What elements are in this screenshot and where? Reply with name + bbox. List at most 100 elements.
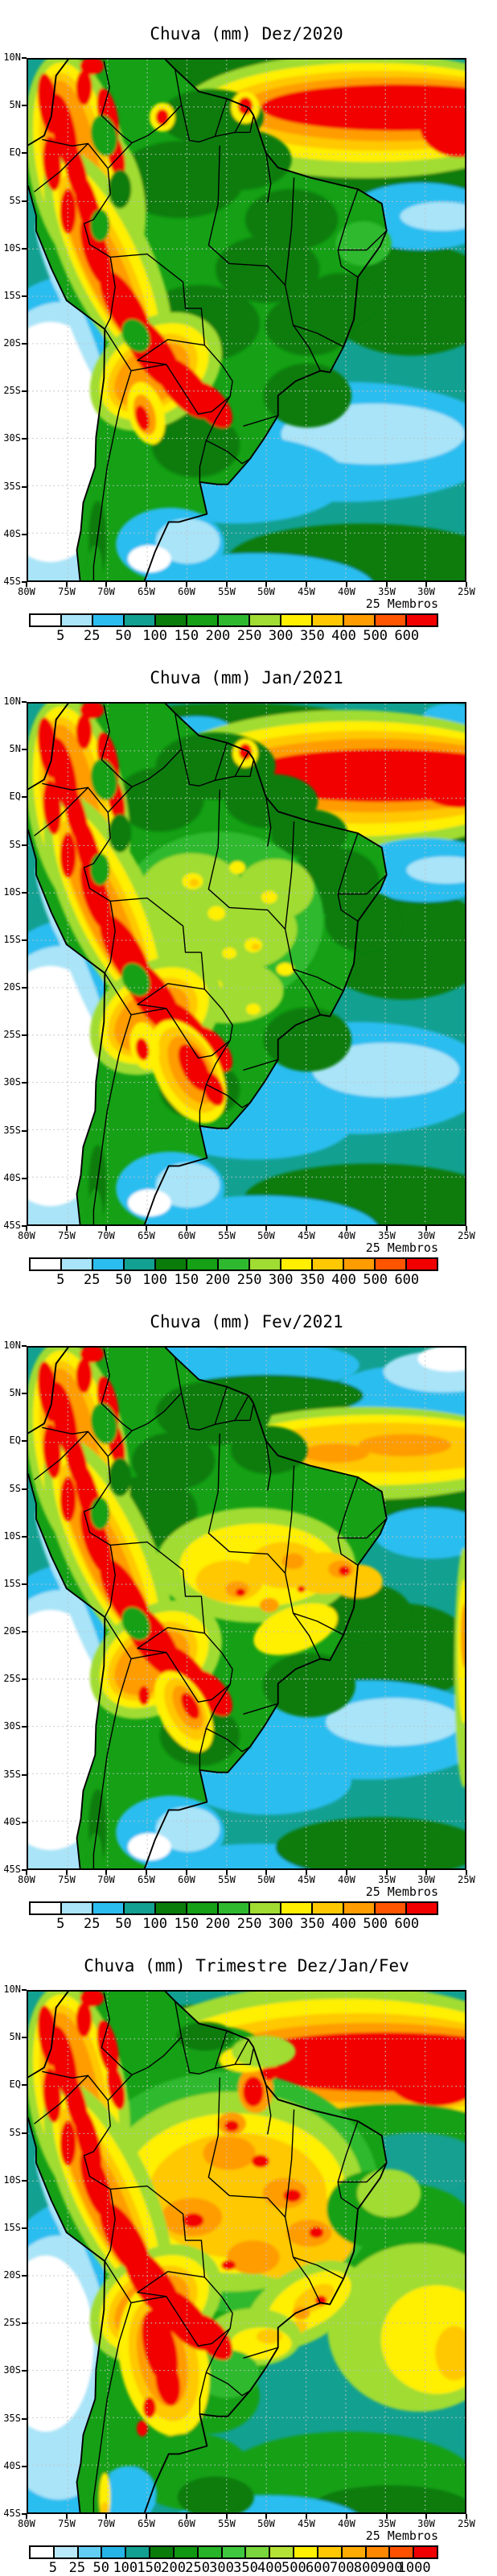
lon-label: 80W [18,1874,35,1885]
lon-tick [226,2514,228,2519]
colorbar-segment [217,1901,250,1915]
lon-label: 80W [18,586,35,597]
colorbar-tick-label: 350 [233,2560,258,2576]
land-field [28,60,392,580]
colorbar-tick-label: 50 [115,628,132,644]
colorbar-segment [60,1901,93,1915]
lat-label: 45S [3,1864,21,1875]
lon-label: 55W [218,1230,236,1241]
lat-tick [22,295,27,297]
lon-tick [26,582,27,587]
lon-label: 65W [138,2518,155,2529]
lat-tick [22,2227,27,2229]
colorbar-segment [413,2545,439,2559]
lon-label: 40W [338,1230,355,1241]
colorbar-tick-label: 5 [56,1916,65,1932]
lon-tick [265,2514,267,2519]
lon-tick [186,1870,187,1875]
colorbar-segment [249,1901,281,1915]
lon-tick [265,1870,267,1875]
lon-label: 65W [138,1874,155,1885]
colorbar-tick-label: 600 [394,628,420,644]
land-field [28,704,402,1224]
lat-tick [22,2466,27,2467]
colorbar-segment [172,2545,199,2559]
lat-tick [22,343,27,345]
members-label: 25 Membros [365,2529,438,2543]
precip-field-svg [28,1348,465,1868]
colorbar-segment [101,2545,127,2559]
lat-tick [22,534,27,535]
colorbar-tick-label: 500 [363,628,388,644]
colorbar-tick-label: 150 [174,1272,199,1288]
map-jan-2021 [27,702,466,1226]
lat-tick [22,2275,27,2277]
lat-label: 15S [3,2222,21,2233]
lat-label: 35S [3,1125,21,1136]
colorbar-segment [186,613,219,627]
colorbar-segment [52,2545,79,2559]
colorbar-segment [388,2545,415,2559]
colorbar-segment [154,1257,187,1271]
colorbar-segment [220,2545,247,2559]
colorbar-tick-label: 500 [363,1916,388,1932]
colorbar [29,1901,438,1915]
colorbar-segment [29,2545,55,2559]
colorbar-segment [60,613,93,627]
colorbar-tick-label: 350 [300,1916,325,1932]
lon-label: 30W [417,586,435,597]
colorbar-segment [123,1901,156,1915]
lon-label: 40W [338,2518,355,2529]
lon-tick [26,1870,27,1875]
colorbar-tick-label: 150 [174,1916,199,1932]
lat-label: 10S [3,242,21,254]
colorbar-tick-label: 25 [68,2560,86,2576]
precip-field-svg [28,704,465,1224]
lon-label: 30W [417,1230,435,1241]
lon-label: 25W [458,2518,475,2529]
lon-label: 70W [97,2518,115,2529]
lat-tick [22,987,27,989]
lat-tick [22,2370,27,2372]
lon-tick [346,582,347,587]
lat-label: EQ [9,791,21,802]
lon-tick [466,1870,467,1875]
colorbar-tick-label: 150 [174,628,199,644]
panel-jan-2021: Chuva (mm) Jan/2021 10N 5N EQ 5S 10S 15S 20S 25… [0,644,497,1288]
colorbar-tick-label: 25 [84,628,101,644]
lon-label: 75W [58,586,76,597]
lat-tick [22,2084,27,2086]
lat-label: 30S [3,432,21,444]
lat-tick [22,1082,27,1084]
lon-label: 55W [218,1874,236,1885]
colorbar [29,2545,439,2559]
lon-label: 50W [257,1874,275,1885]
lon-label: 30W [417,1874,435,1885]
colorbar-segment [343,1901,376,1915]
lon-tick [386,1870,388,1875]
colorbar-segment [92,1901,125,1915]
lon-tick [26,2514,27,2519]
lat-label: 45S [3,1220,21,1231]
colorbar-tick-label: 5 [56,1272,65,1288]
members-label: 25 Membros [365,1885,438,1899]
lon-label: 35W [378,1874,396,1885]
lat-label: 20S [3,337,21,349]
colorbar-segment [125,2545,151,2559]
lat-label: 35S [3,1769,21,1780]
country-borders [34,60,388,580]
colorbar-tick-label: 50 [115,1272,132,1288]
colorbar-tick-label: 600 [394,1272,420,1288]
colorbar-segment [92,613,125,627]
colorbar-segment [244,2545,271,2559]
lat-tick [22,892,27,894]
lon-tick [306,582,307,587]
colorbar-tick-label: 250 [185,2560,210,2576]
lat-tick [22,844,27,846]
lat-label: 10N [3,1984,21,1995]
colorbar-segment [343,1257,376,1271]
lat-tick [22,2132,27,2134]
map-dez-2020 [27,58,466,582]
lon-tick [346,1870,347,1875]
lon-label: 55W [218,586,236,597]
